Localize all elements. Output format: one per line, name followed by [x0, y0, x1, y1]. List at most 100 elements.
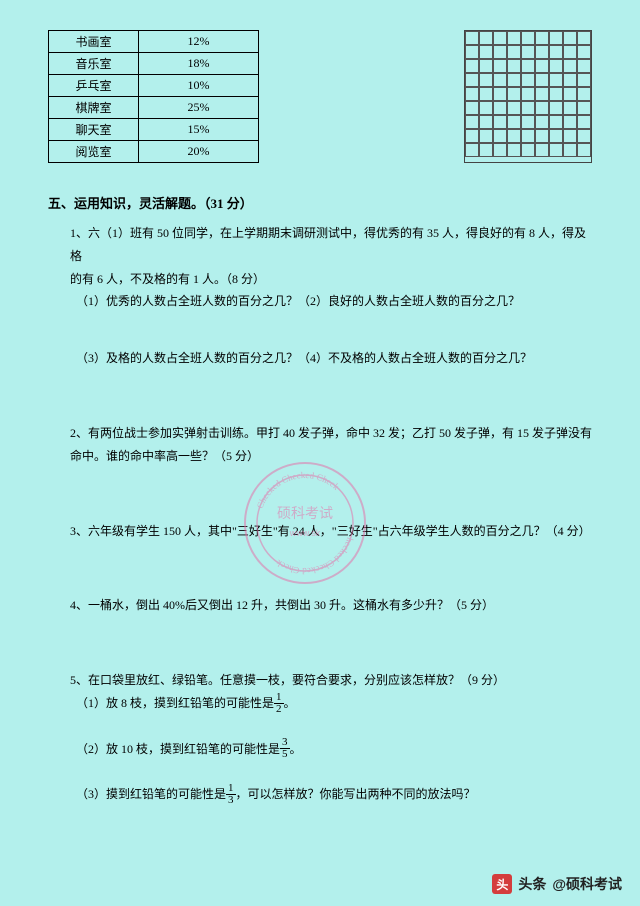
q5-sub1-b: 。 — [284, 696, 296, 710]
grid-cell — [493, 87, 507, 101]
exam-page: 书画室12% 音乐室18% 乒乓室10% 棋牌室25% 聊天室15% 阅览室20… — [0, 0, 640, 807]
q1-stem-line1: 1、六（1）班有 50 位同学，在上学期期末调研测试中，得优秀的有 35 人，得… — [48, 222, 592, 268]
grid-cell — [465, 59, 479, 73]
q5-sub2-a: （2）放 10 枝，摸到红铅笔的可能性是 — [76, 742, 280, 756]
grid-cell — [493, 73, 507, 87]
grid-cell — [521, 31, 535, 45]
room-label: 书画室 — [49, 31, 139, 53]
grid-cell — [521, 87, 535, 101]
grid-cell — [535, 45, 549, 59]
grid-cell — [563, 45, 577, 59]
grid-cell — [507, 115, 521, 129]
q5-sub1: （1）放 8 枝，摸到红铅笔的可能性是12。 — [48, 692, 592, 716]
toutiao-logo-icon: 头 — [492, 874, 512, 894]
grid-cell — [465, 31, 479, 45]
grid-cell — [549, 143, 563, 157]
q1-sub2: （3）及格的人数占全班人数的百分之几？（4）不及格的人数占全班人数的百分之几？ — [48, 347, 592, 370]
room-label: 乒乓室 — [49, 75, 139, 97]
answer-grid — [464, 30, 592, 163]
grid-cell — [465, 73, 479, 87]
grid-cell — [507, 31, 521, 45]
table-row: 聊天室15% — [49, 119, 259, 141]
q5-sub3-b: ，可以怎样放？你能写出两种不同的放法吗？ — [236, 787, 476, 801]
grid-cell — [549, 45, 563, 59]
grid-cell — [535, 143, 549, 157]
grid-cell — [493, 143, 507, 157]
grid-cell — [563, 59, 577, 73]
grid-cell — [549, 87, 563, 101]
grid-cell — [479, 45, 493, 59]
fraction: 13 — [226, 783, 236, 806]
footer-attribution: 头 头条 @硕科考试 — [492, 874, 622, 894]
grid-cell — [563, 129, 577, 143]
room-value: 10% — [139, 75, 259, 97]
grid-cell — [563, 101, 577, 115]
q5-sub2-b: 。 — [290, 742, 302, 756]
footer-prefix: 头条 — [518, 874, 546, 894]
grid-cell — [493, 45, 507, 59]
grid-cell — [577, 129, 591, 143]
grid-cell — [521, 129, 535, 143]
grid-cell — [577, 45, 591, 59]
room-value: 15% — [139, 119, 259, 141]
grid-cell — [479, 59, 493, 73]
grid-cell — [549, 129, 563, 143]
grid-cell — [507, 45, 521, 59]
room-label: 阅览室 — [49, 141, 139, 163]
grid-cell — [535, 59, 549, 73]
grid-cell — [521, 59, 535, 73]
grid-cell — [577, 87, 591, 101]
grid-cell — [521, 45, 535, 59]
grid-cell — [521, 101, 535, 115]
grid-cell — [465, 115, 479, 129]
grid-cell — [535, 101, 549, 115]
grid-cell — [465, 45, 479, 59]
grid-cell — [563, 143, 577, 157]
q5-sub2: （2）放 10 枝，摸到红铅笔的可能性是35。 — [48, 738, 592, 762]
grid-cell — [535, 115, 549, 129]
grid-cell — [493, 31, 507, 45]
room-value: 20% — [139, 141, 259, 163]
grid-cell — [577, 59, 591, 73]
question-2: 2、有两位战士参加实弹射击训练。甲打 40 发子弹，命中 32 发；乙打 50 … — [48, 422, 592, 468]
grid-cell — [563, 115, 577, 129]
table-row: 乒乓室10% — [49, 75, 259, 97]
grid-cell — [479, 101, 493, 115]
question-3: 3、六年级有学生 150 人，其中"三好生"有 24 人，"三好生"占六年级学生… — [48, 520, 592, 543]
grid-cell — [479, 31, 493, 45]
grid-cell — [479, 143, 493, 157]
question-4: 4、一桶水，倒出 40%后又倒出 12 升，共倒出 30 升。这桶水有多少升？（… — [48, 594, 592, 617]
grid-cell — [521, 115, 535, 129]
grid-cell — [465, 129, 479, 143]
table-row: 书画室12% — [49, 31, 259, 53]
grid-cell — [577, 31, 591, 45]
table-row: 阅览室20% — [49, 141, 259, 163]
grid-cell — [479, 87, 493, 101]
grid-cell — [507, 143, 521, 157]
question-5: 5、在口袋里放红、绿铅笔。任意摸一枝，要符合要求，分别应该怎样放？（9 分） （… — [48, 669, 592, 807]
footer-handle: @硕科考试 — [552, 874, 622, 894]
table-row: 棋牌室25% — [49, 97, 259, 119]
grid-cell — [549, 59, 563, 73]
grid-cell — [493, 101, 507, 115]
grid-cell — [563, 87, 577, 101]
grid-cell — [521, 143, 535, 157]
grid-cell — [479, 129, 493, 143]
grid-cell — [507, 129, 521, 143]
grid-cell — [465, 87, 479, 101]
grid-cell — [521, 73, 535, 87]
grid-cell — [549, 31, 563, 45]
grid-cell — [507, 101, 521, 115]
grid-cell — [577, 115, 591, 129]
grid-cell — [479, 115, 493, 129]
grid-cell — [507, 59, 521, 73]
q2-line1: 2、有两位战士参加实弹射击训练。甲打 40 发子弹，命中 32 发；乙打 50 … — [48, 422, 592, 445]
rooms-table: 书画室12% 音乐室18% 乒乓室10% 棋牌室25% 聊天室15% 阅览室20… — [48, 30, 259, 163]
grid-cell — [549, 73, 563, 87]
grid-cell — [535, 87, 549, 101]
room-value: 18% — [139, 53, 259, 75]
grid-cell — [493, 115, 507, 129]
grid-cell — [549, 101, 563, 115]
grid-cell — [493, 59, 507, 73]
grid-cell — [507, 87, 521, 101]
